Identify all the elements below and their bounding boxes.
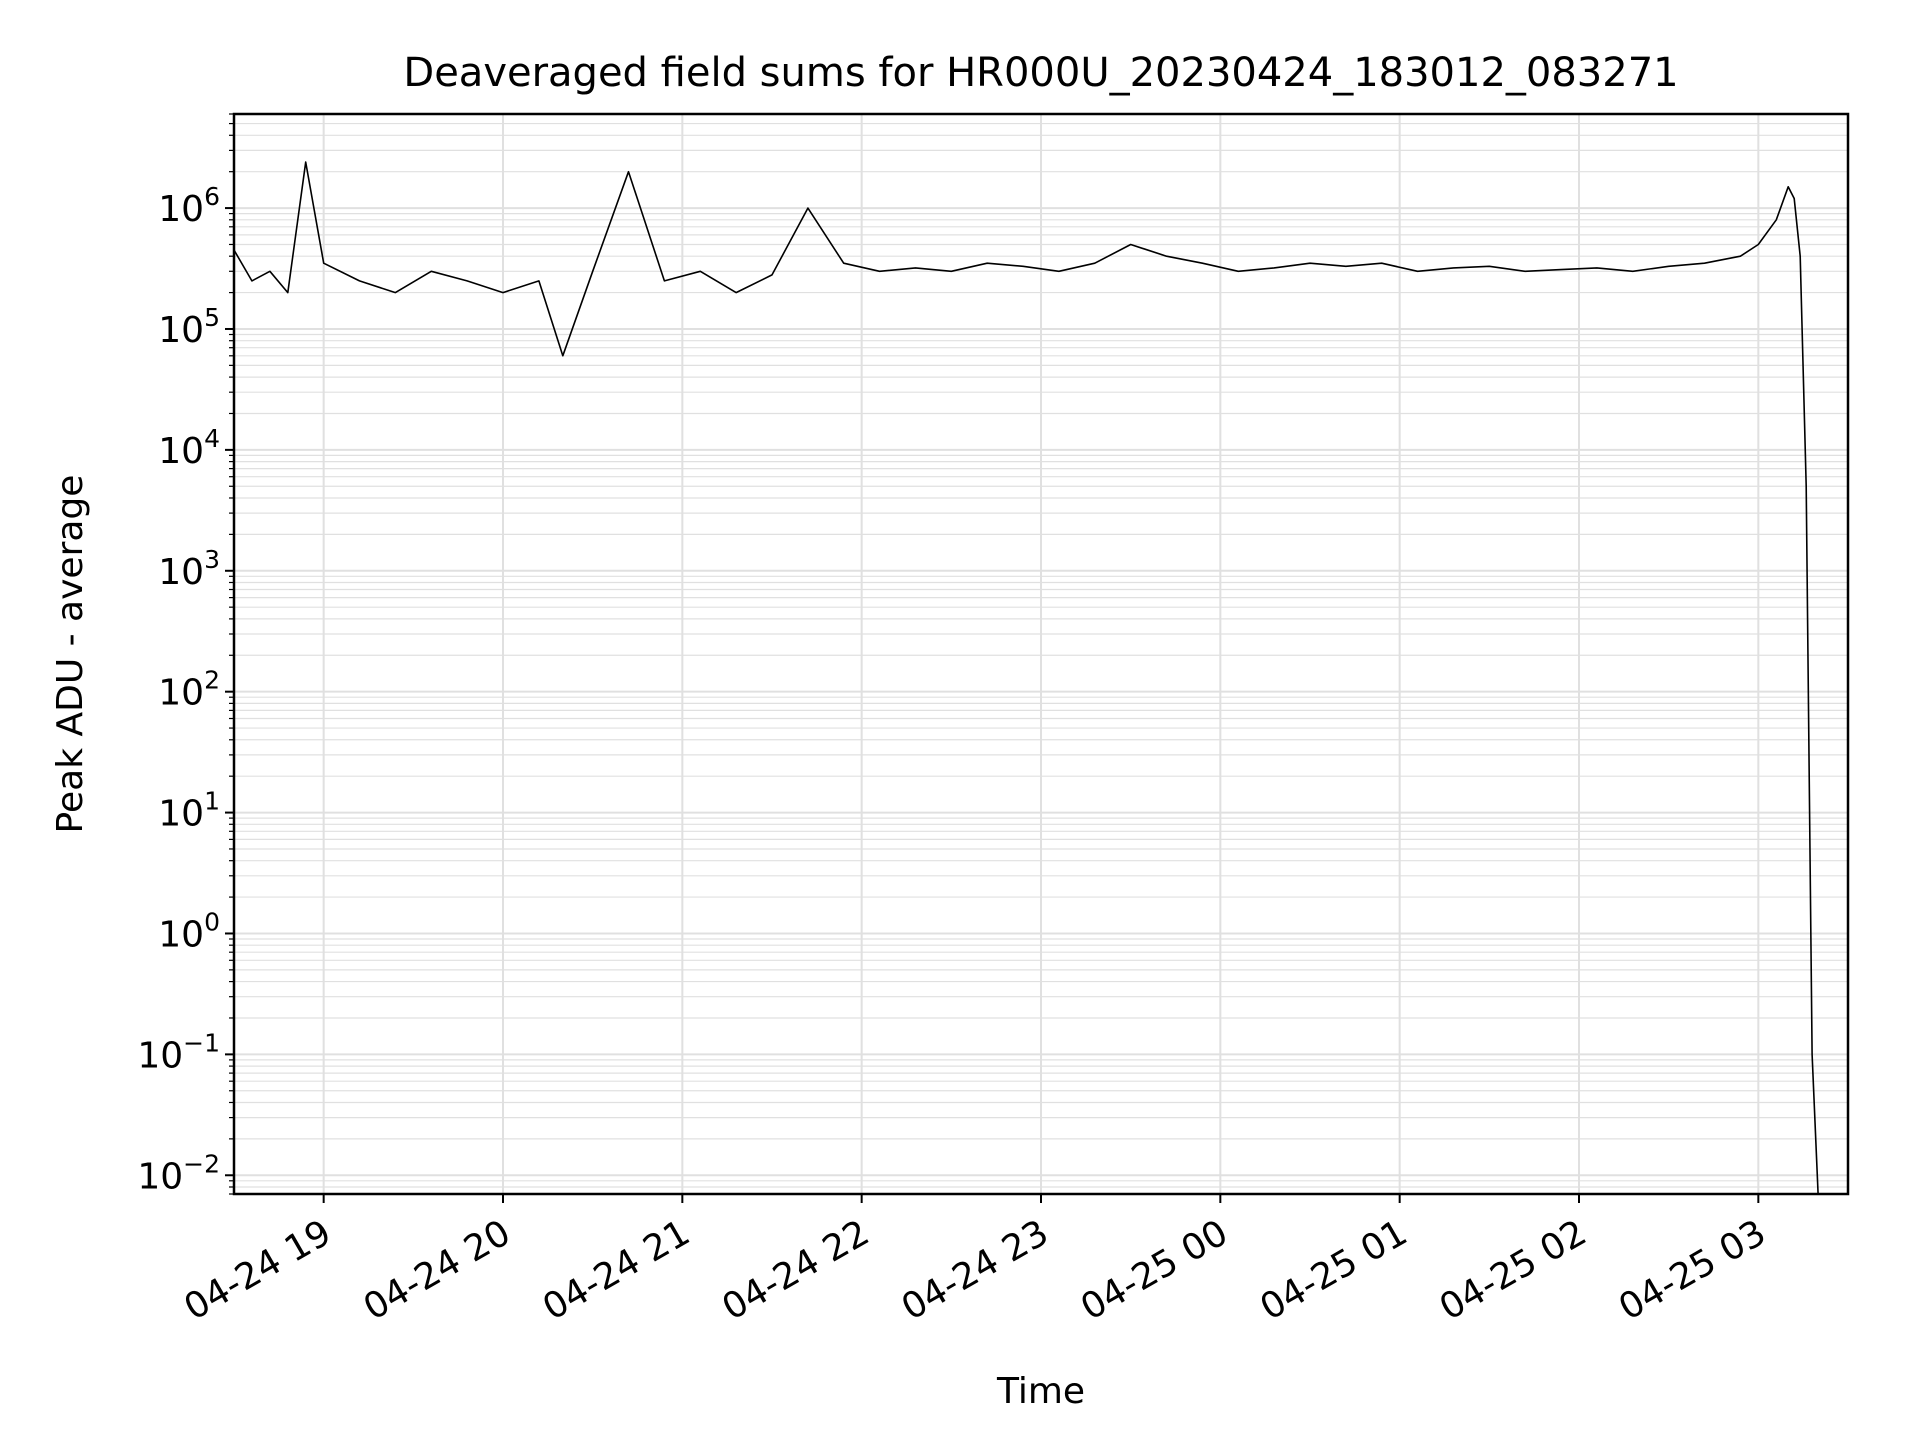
- grid: [234, 113, 1848, 1195]
- y-tick-label: 101: [158, 787, 220, 835]
- y-tick-label: 102: [158, 666, 220, 714]
- y-tick-label: 103: [158, 545, 220, 593]
- y-tick-label: 106: [158, 182, 220, 230]
- data-line-group: [233, 161, 1819, 1195]
- y-tick-label: 10−2: [137, 1149, 220, 1197]
- y-tick-label: 100: [158, 907, 220, 955]
- y-axis: 10−2 10−1 100 101 102 103 104 105 106: [137, 113, 234, 1197]
- data-line: [233, 161, 1819, 1195]
- x-axis-label: Time: [996, 1371, 1085, 1412]
- y-tick-label: 105: [158, 303, 220, 351]
- y-tick-label: 104: [158, 424, 220, 472]
- y-axis-label: Peak ADU - average: [50, 475, 91, 834]
- y-tick-label: 10−1: [137, 1028, 220, 1076]
- chart-title: Deaveraged field sums for HR000U_2023042…: [403, 50, 1678, 96]
